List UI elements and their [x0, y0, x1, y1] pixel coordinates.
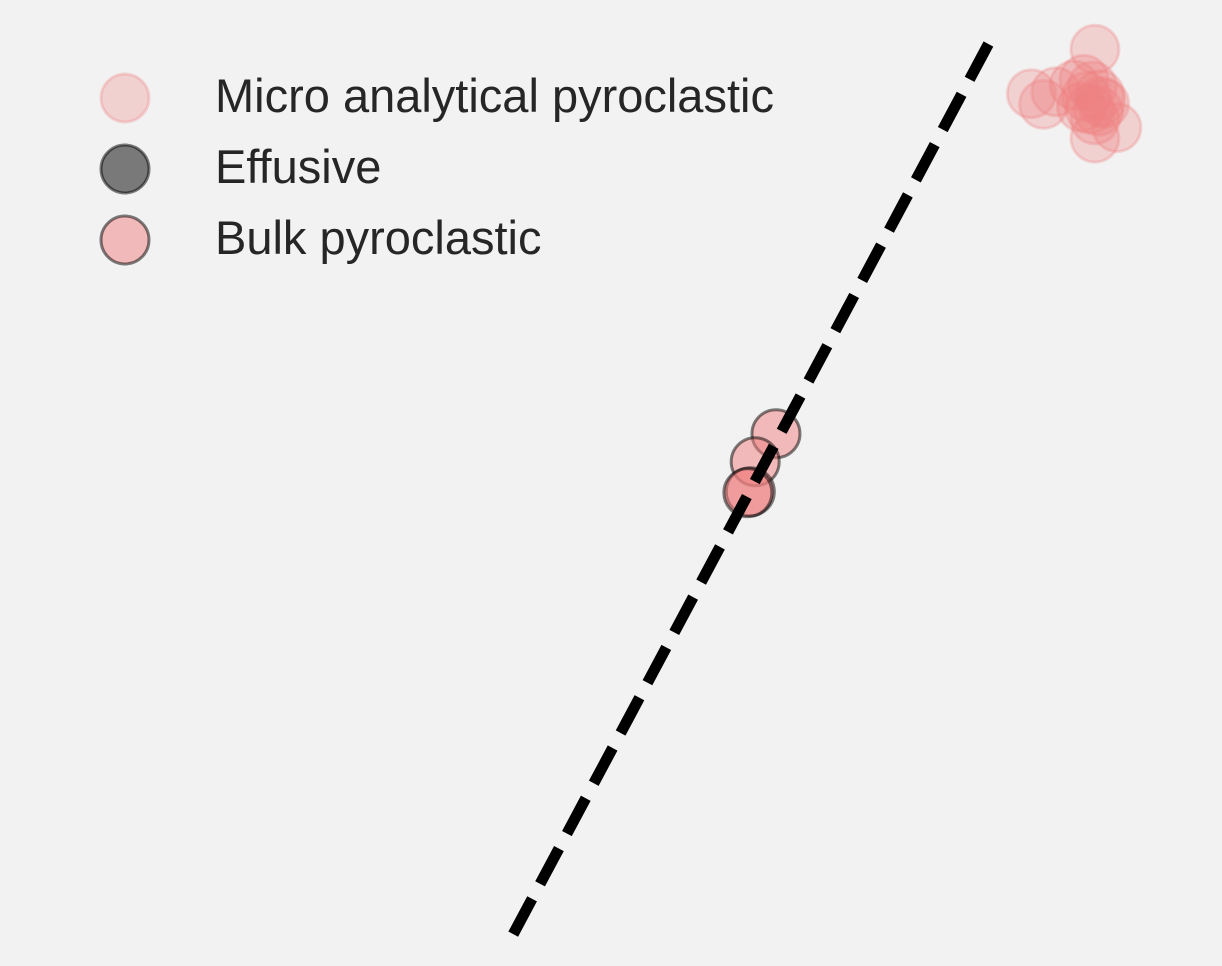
- points-layer: [722, 23, 1143, 519]
- legend-label-micro-analytical-pyroclastic: Micro analytical pyroclastic: [215, 69, 774, 122]
- legend-label-effusive: Effusive: [215, 140, 381, 193]
- legend-marker-micro-analytical-pyroclastic: [99, 72, 151, 124]
- point-bulk-pyroclastic-3: [722, 467, 774, 519]
- point-micro-analytical-pyroclastic-2: [1018, 78, 1070, 130]
- point-micro-analytical-pyroclastic-9: [1073, 85, 1125, 137]
- legend-marker-effusive: [99, 143, 151, 195]
- legend-label-bulk-pyroclastic: Bulk pyroclastic: [215, 211, 542, 264]
- point-micro-analytical-pyroclastic-5: [1058, 53, 1110, 105]
- point-micro-analytical-pyroclastic-8: [1079, 77, 1131, 129]
- point-micro-analytical-pyroclastic-16: [1075, 75, 1127, 127]
- legend: Micro analytical pyroclastic Effusive Bu…: [99, 69, 774, 266]
- point-micro-analytical-pyroclastic-0: [1069, 23, 1121, 75]
- point-micro-analytical-pyroclastic-4: [1048, 59, 1100, 111]
- point-micro-analytical-pyroclastic-14: [1069, 112, 1121, 164]
- point-micro-analytical-pyroclastic-11: [1055, 81, 1107, 133]
- legend-marker-bulk-pyroclastic: [99, 214, 151, 266]
- point-micro-analytical-pyroclastic-6: [1066, 60, 1118, 112]
- point-micro-analytical-pyroclastic-3: [1030, 66, 1082, 118]
- point-micro-analytical-pyroclastic-10: [1064, 83, 1116, 135]
- point-micro-analytical-pyroclastic-13: [1091, 102, 1143, 154]
- point-micro-analytical-pyroclastic-12: [1069, 94, 1121, 146]
- point-micro-analytical-pyroclastic-15: [1060, 71, 1112, 123]
- point-micro-analytical-pyroclastic-7: [1074, 69, 1126, 121]
- point-micro-analytical-pyroclastic-1: [1005, 68, 1057, 120]
